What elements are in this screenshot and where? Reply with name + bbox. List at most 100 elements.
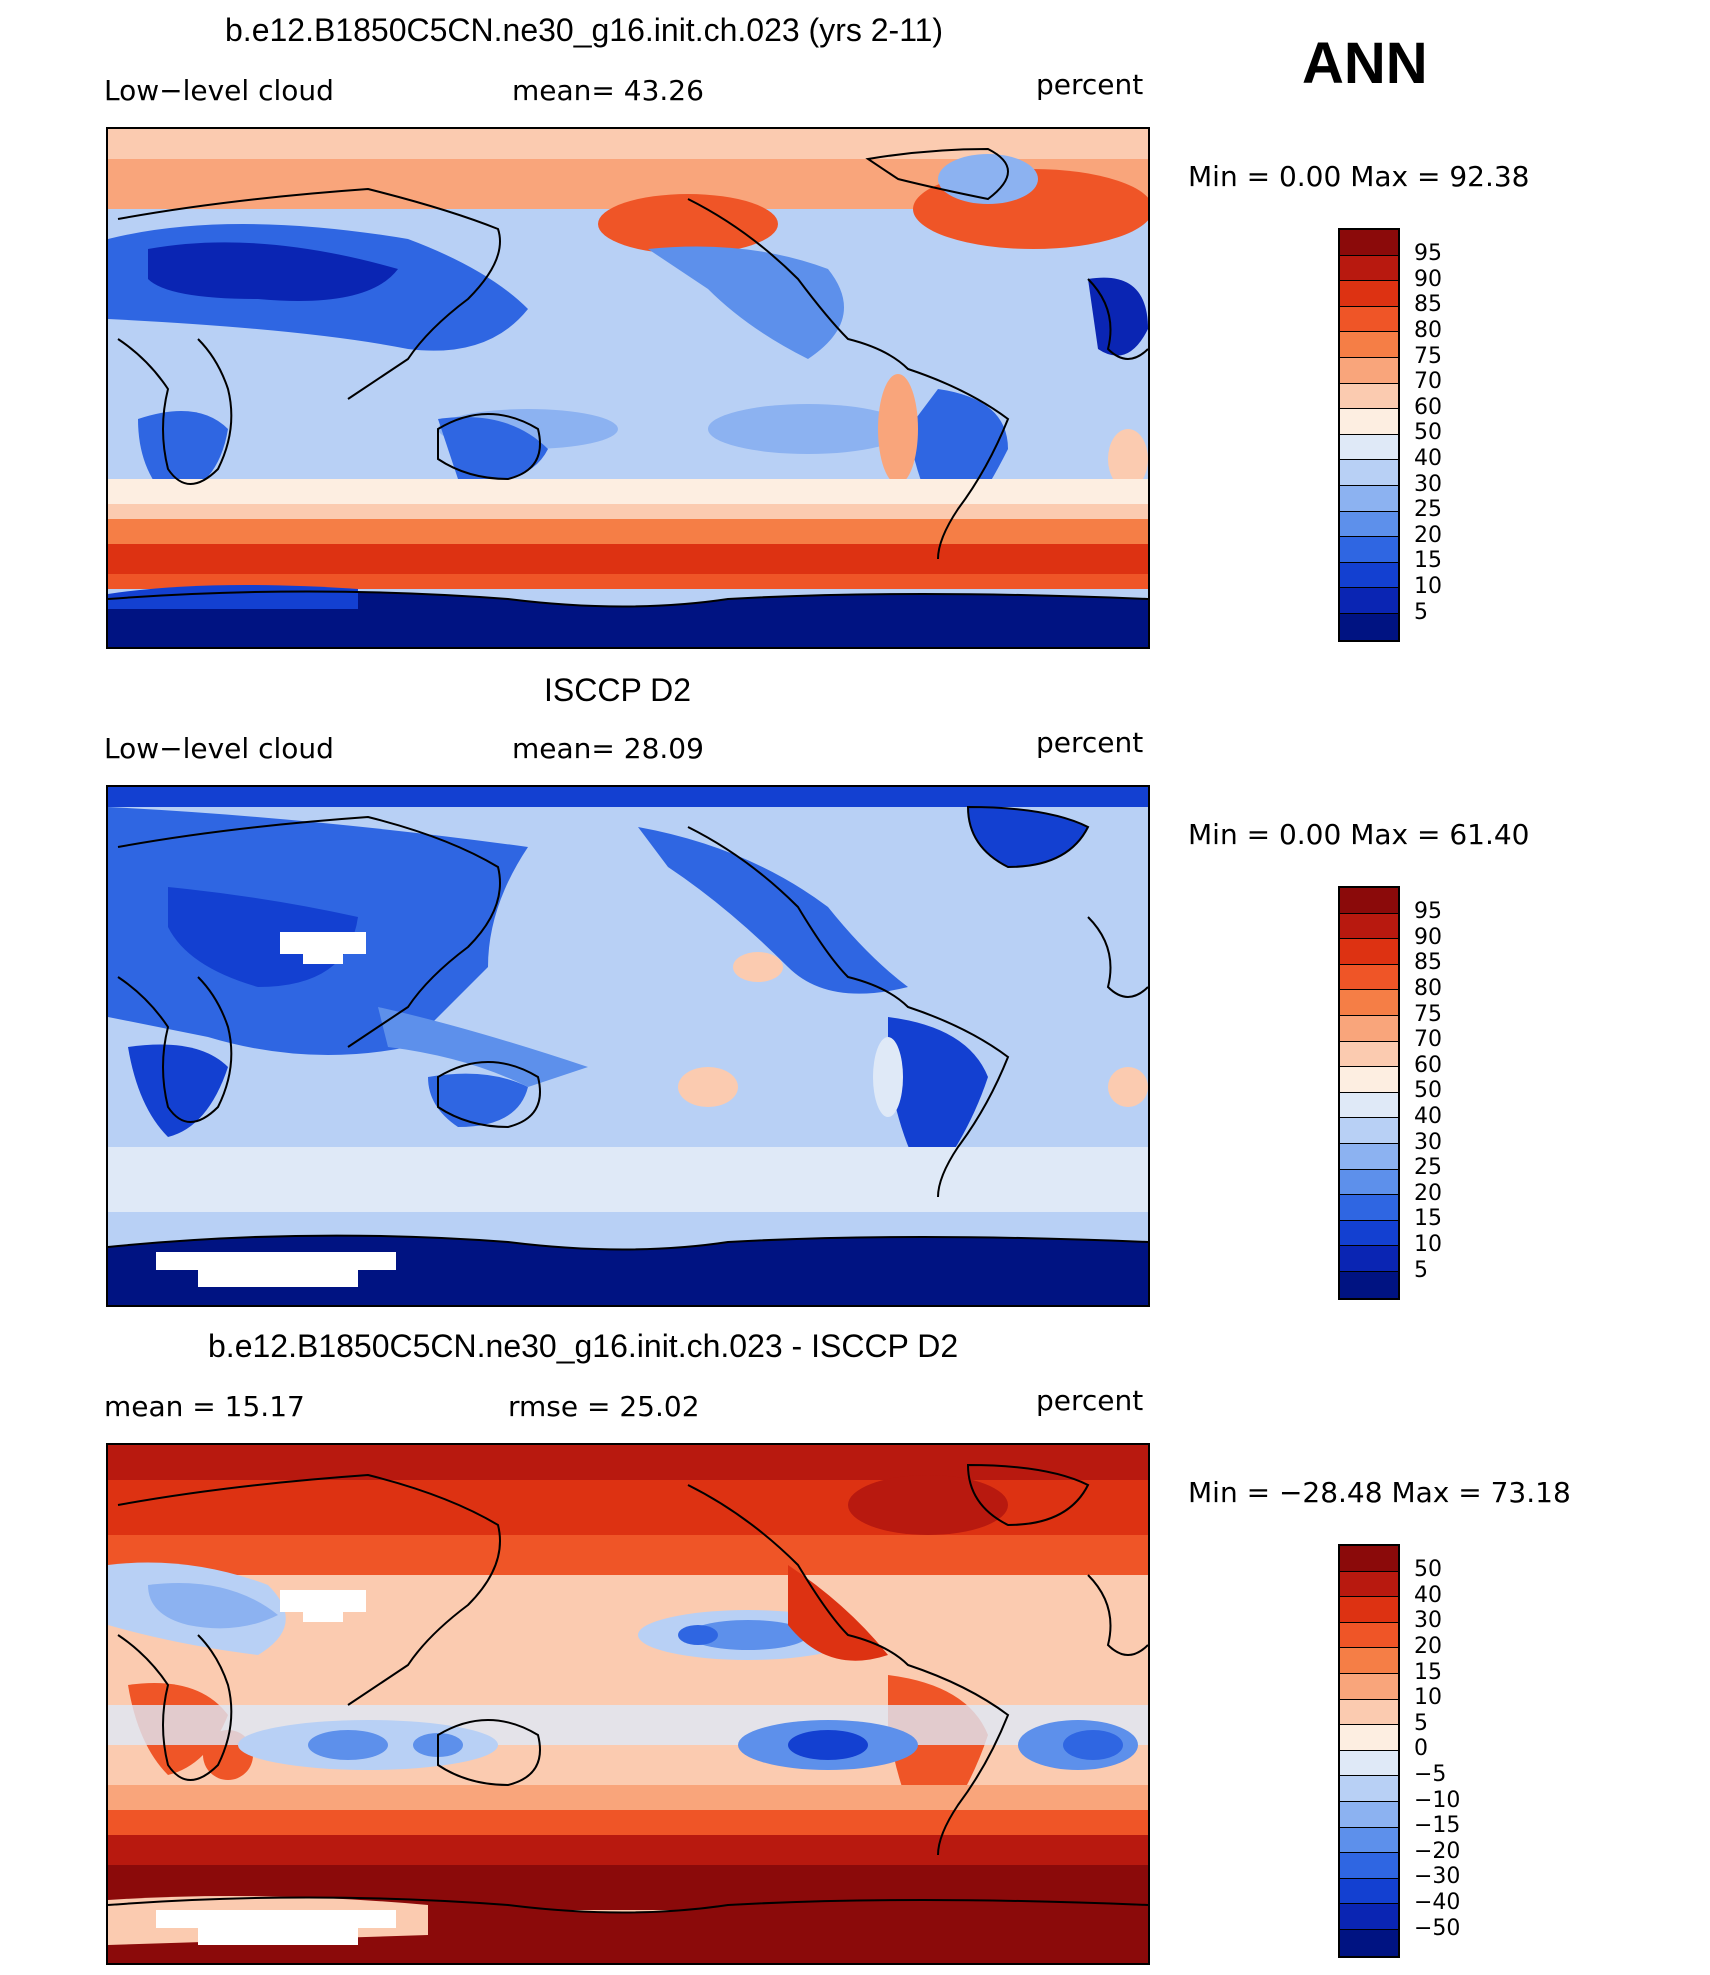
colorbar-tick-label: −15 [1414,1813,1461,1838]
colorbar-cell [1340,562,1398,589]
colorbar-cell [1340,409,1398,435]
colorbar-cell [1340,1699,1398,1726]
colorbar-tick-label: 0 [1414,1736,1428,1761]
colorbar-tick-label: 95 [1414,241,1442,266]
colorbar-tick-label: 20 [1414,1181,1442,1206]
colorbar-cell [1340,588,1398,614]
colorbar-tick-label: −20 [1414,1839,1461,1864]
colorbar-cell [1340,1041,1398,1068]
panel1-map [106,127,1150,649]
colorbar-cell [1340,434,1398,461]
colorbar-cell [1340,383,1398,410]
colorbar-tick-label: −40 [1414,1890,1461,1915]
panel1-minmax: Min = 0.00 Max = 92.38 [1188,160,1530,193]
colorbar-cell [1340,1169,1398,1196]
colorbar-cell [1340,1648,1398,1674]
colorbar-tick-label: 10 [1414,1232,1442,1257]
colorbar-tick-label: 40 [1414,1583,1442,1608]
colorbar-tick-label: 70 [1414,369,1442,394]
colorbar-tick-label: 60 [1414,1053,1442,1078]
panel3-colorbar [1338,1544,1400,1958]
panel3-title: b.e12.B1850C5CN.ne30_g16.init.ch.023 - I… [208,1328,959,1364]
colorbar-cell [1340,1929,1398,1956]
colorbar-cell [1340,964,1398,991]
colorbar-tick-label: 20 [1414,1634,1442,1659]
colorbar-tick-label: 40 [1414,446,1442,471]
colorbar-cell [1340,1067,1398,1093]
colorbar-cell [1340,939,1398,965]
colorbar-tick-label: 15 [1414,548,1442,573]
colorbar-tick-label: 30 [1414,1130,1442,1155]
panel1-units-label: percent [1036,68,1144,101]
colorbar-tick-label: −10 [1414,1788,1461,1813]
colorbar-cell [1340,1597,1398,1623]
colorbar-tick-label: 15 [1414,1660,1442,1685]
colorbar-cell [1340,613,1398,640]
colorbar-tick-label: 50 [1414,1078,1442,1103]
colorbar-tick-label: 25 [1414,497,1442,522]
colorbar-cell [1340,1673,1398,1700]
colorbar-cell [1340,1853,1398,1879]
colorbar-cell [1340,332,1398,358]
panel2-minmax: Min = 0.00 Max = 61.40 [1188,818,1530,851]
colorbar-cell [1340,1143,1398,1170]
colorbar-tick-label: 20 [1414,523,1442,548]
colorbar-cell [1340,1092,1398,1119]
colorbar-tick-label: 75 [1414,344,1442,369]
colorbar-cell [1340,460,1398,486]
panel3-minmax: Min = −28.48 Max = 73.18 [1188,1476,1571,1509]
colorbar-cell [1340,1750,1398,1777]
colorbar-tick-label: 10 [1414,574,1442,599]
colorbar-tick-label: 5 [1414,600,1428,625]
colorbar-cell [1340,1801,1398,1828]
colorbar-tick-label: 30 [1414,472,1442,497]
panel3-mean-label: mean = 15.17 [104,1390,305,1423]
colorbar-cell [1340,1827,1398,1854]
colorbar-tick-label: −5 [1414,1762,1447,1787]
panel2-mean-label: mean= 28.09 [512,732,704,765]
colorbar-tick-label: 70 [1414,1027,1442,1052]
colorbar-cell [1340,1015,1398,1042]
colorbar-tick-label: 90 [1414,925,1442,950]
colorbar-tick-label: 75 [1414,1002,1442,1027]
season-label: ANN [1302,31,1428,96]
colorbar-tick-label: 80 [1414,976,1442,1001]
colorbar-cell [1340,1118,1398,1144]
colorbar-cell [1340,1878,1398,1905]
panel1-colorbar [1338,228,1400,642]
colorbar-tick-label: 40 [1414,1104,1442,1129]
colorbar-cell [1340,1571,1398,1598]
colorbar-tick-label: 95 [1414,899,1442,924]
panel1-variable-label: Low−level cloud [104,74,334,107]
colorbar-tick-label: 15 [1414,1206,1442,1231]
colorbar-tick-label: 60 [1414,395,1442,420]
colorbar-cell [1340,230,1398,256]
colorbar-cell [1340,281,1398,307]
colorbar-cell [1340,511,1398,538]
panel2-map [106,785,1150,1307]
colorbar-cell [1340,485,1398,512]
colorbar-tick-label: 85 [1414,292,1442,317]
colorbar-tick-label: 90 [1414,267,1442,292]
colorbar-cell [1340,1246,1398,1272]
colorbar-tick-label: 50 [1414,420,1442,445]
panel3-units-label: percent [1036,1384,1144,1417]
colorbar-tick-label: 25 [1414,1155,1442,1180]
panel3-map [106,1443,1150,1965]
panel2-title: ISCCP D2 [544,672,692,708]
panel2-units-label: percent [1036,726,1144,759]
panel1-title: b.e12.B1850C5CN.ne30_g16.init.ch.023 (yr… [225,12,944,48]
colorbar-tick-label: 10 [1414,1685,1442,1710]
colorbar-cell [1340,1220,1398,1247]
panel1-mean-label: mean= 43.26 [512,74,704,107]
colorbar-cell [1340,537,1398,563]
colorbar-tick-label: 80 [1414,318,1442,343]
colorbar-cell [1340,1546,1398,1572]
colorbar-tick-label: −30 [1414,1864,1461,1889]
colorbar-cell [1340,357,1398,384]
colorbar-tick-label: 5 [1414,1258,1428,1283]
panel2-colorbar [1338,886,1400,1300]
colorbar-cell [1340,913,1398,940]
colorbar-tick-label: 5 [1414,1711,1428,1736]
colorbar-cell [1340,1271,1398,1298]
